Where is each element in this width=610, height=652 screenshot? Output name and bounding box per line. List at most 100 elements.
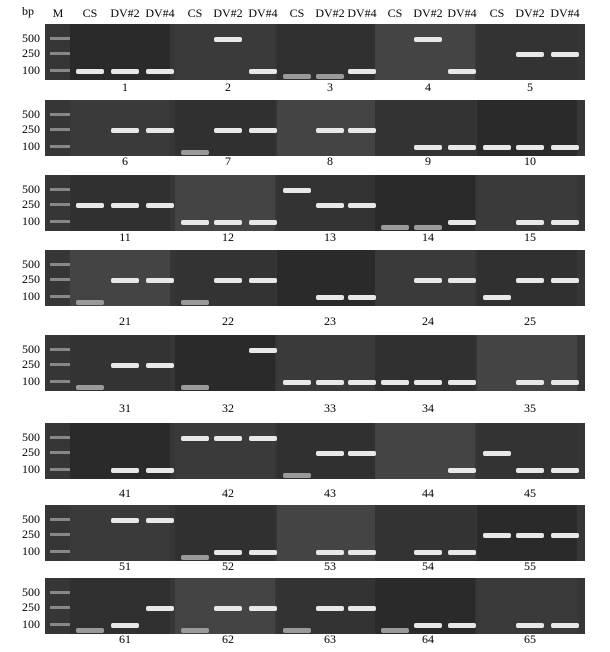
lane-number: 55 <box>524 559 536 573</box>
band <box>348 451 376 456</box>
lane-number: 2 <box>225 80 231 94</box>
band <box>111 203 139 208</box>
band <box>414 145 442 150</box>
band <box>316 295 344 300</box>
ladder-label: 250 <box>22 527 40 541</box>
ladder-label: 250 <box>22 445 40 459</box>
band <box>214 128 242 133</box>
band <box>214 220 242 225</box>
lane-number: 54 <box>422 559 434 573</box>
ladder-label: 100 <box>22 63 40 77</box>
lane-number: 41 <box>119 486 131 500</box>
lane-number: 23 <box>324 314 336 328</box>
band <box>448 550 476 555</box>
lane-header: DV#2 <box>315 6 344 20</box>
band <box>316 128 344 133</box>
band <box>111 128 139 133</box>
marker-label: M <box>53 6 64 20</box>
lane-number: 65 <box>524 632 536 646</box>
ladder-label: 500 <box>22 585 40 599</box>
ladder-label: 100 <box>22 462 40 476</box>
ladder-label: 500 <box>22 182 40 196</box>
lane-number: 12 <box>222 230 234 244</box>
ladder-label: 250 <box>22 197 40 211</box>
lane-number: 61 <box>119 632 131 646</box>
lane-number: 1 <box>122 80 128 94</box>
band <box>111 623 139 628</box>
ladder-band <box>50 623 70 626</box>
band <box>551 623 579 628</box>
band <box>181 555 209 560</box>
ladder-band <box>50 278 70 281</box>
lane-number: 25 <box>524 314 536 328</box>
band <box>348 203 376 208</box>
band <box>214 37 242 42</box>
ladder-label: 500 <box>22 31 40 45</box>
lane-number: 6 <box>122 154 128 168</box>
lane-header: DV#2 <box>413 6 442 20</box>
ladder-band <box>50 606 70 609</box>
band <box>516 145 544 150</box>
band <box>146 278 174 283</box>
band <box>448 220 476 225</box>
lane-header: CS <box>188 6 203 20</box>
ladder-label: 100 <box>22 374 40 388</box>
band <box>316 451 344 456</box>
ladder-label: 250 <box>22 46 40 60</box>
band <box>146 468 174 473</box>
band <box>516 380 544 385</box>
lane-number: 14 <box>422 230 434 244</box>
ladder-label: 250 <box>22 122 40 136</box>
ladder-label: 100 <box>22 139 40 153</box>
lane-header: DV#4 <box>347 6 376 20</box>
ladder-label: 250 <box>22 272 40 286</box>
lane-number: 11 <box>119 230 131 244</box>
band <box>516 52 544 57</box>
band <box>76 69 104 74</box>
band <box>181 220 209 225</box>
band <box>414 278 442 283</box>
lane-number: 21 <box>119 314 131 328</box>
lane-number: 64 <box>422 632 434 646</box>
band <box>448 278 476 283</box>
band <box>551 145 579 150</box>
ladder-band <box>50 550 70 553</box>
band <box>146 606 174 611</box>
band <box>448 623 476 628</box>
lane-number: 33 <box>324 401 336 415</box>
band <box>551 220 579 225</box>
band <box>283 628 311 633</box>
band <box>146 203 174 208</box>
ladder-band <box>50 468 70 471</box>
ladder-label: 100 <box>22 617 40 631</box>
band <box>414 225 442 230</box>
band <box>448 69 476 74</box>
ladder-band <box>50 220 70 223</box>
band <box>249 69 277 74</box>
ladder-label: 500 <box>22 107 40 121</box>
band <box>551 52 579 57</box>
ladder-band <box>50 188 70 191</box>
band <box>181 300 209 305</box>
lane-number: 42 <box>222 486 234 500</box>
lane-number: 62 <box>222 632 234 646</box>
ladder-band <box>50 451 70 454</box>
lane-number: 4 <box>425 80 431 94</box>
lane-number: 15 <box>524 230 536 244</box>
band <box>76 385 104 390</box>
band <box>249 220 277 225</box>
lane-number: 31 <box>119 401 131 415</box>
ladder-band <box>50 113 70 116</box>
lane-header: CS <box>290 6 305 20</box>
band <box>146 363 174 368</box>
band <box>448 468 476 473</box>
gel-section <box>175 335 275 391</box>
band <box>348 295 376 300</box>
lane-number: 22 <box>222 314 234 328</box>
ladder-band <box>50 37 70 40</box>
band <box>249 550 277 555</box>
lane-number: 52 <box>222 559 234 573</box>
band <box>551 533 579 538</box>
ladder-band <box>50 348 70 351</box>
band <box>348 128 376 133</box>
